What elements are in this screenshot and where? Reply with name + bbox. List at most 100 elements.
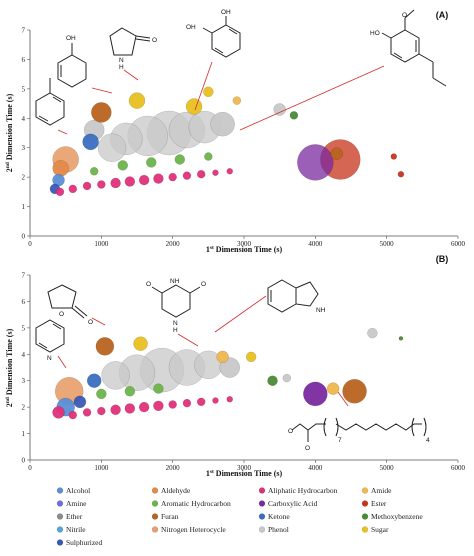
legend-label: Aromatic Hydrocarbon [161,499,231,508]
data-point [97,406,106,416]
data-point [267,375,278,386]
legend-label: Ether [66,512,83,521]
y-tick-label: 2 [22,174,26,182]
data-point [203,86,214,97]
legend-swatch [361,500,369,507]
pyrrolidone-o-label: O [152,37,157,44]
legend-item: Ester [361,499,387,508]
legend-label: Alcohol [66,486,90,495]
molecule-butyrolactone [47,284,88,319]
panel-b-x-ticks: 0 1000 2000 3000 4000 5000 6000 [28,460,466,472]
data-point [153,383,164,394]
guaiacol-o-label: O [402,12,407,19]
data-point [204,152,213,161]
triazine-h-label: H [173,327,178,334]
catechol-oh2-label: OH [186,24,196,31]
data-point [226,396,233,403]
legend-swatch [361,513,369,520]
legend-label: Aldehyde [161,486,191,495]
legend: Alcohol Aldehyde Aliphatic Hydrocarbon Amid… [56,486,423,547]
data-point [273,103,286,116]
x-tick-label: 2000 [166,464,181,472]
molecule-phenol [57,43,87,88]
y-tick-label: 4 [22,351,26,359]
molecule-pyridine [35,319,65,353]
data-point [245,351,257,363]
molecule-triazine [151,284,201,318]
legend-label: Nitrogen Heterocycle [161,525,226,534]
data-point [68,184,77,194]
x-tick-label: 2000 [166,240,181,248]
y-tick-label: 7 [22,272,26,280]
data-point [153,173,164,184]
triazine-o2-label: O [201,281,206,288]
data-point [110,404,121,415]
data-point [97,180,106,189]
data-point [117,160,128,171]
data-point [128,92,146,109]
panel-a-arrows [57,61,385,135]
legend-item: Methoxybenzene [361,512,423,521]
legend-label: Nitrile [66,525,86,534]
legend-item: Carboxylic Acid [258,499,318,508]
legend-item: Sulphurized [56,538,102,547]
data-point [97,133,127,162]
data-point [210,112,235,137]
data-point [197,170,206,179]
panel-a-ylabel: 2nd Dimension Time (s) [5,93,14,172]
panel-b-ylabel: 2nd Dimension Time (s) [5,328,14,407]
y-tick-label: 0 [22,457,26,465]
data-point [182,399,192,408]
legend-item: Ether [56,512,83,521]
panel-b: 0 1000 2000 3000 4000 5000 6000 0 1 2 3 4 5 6 7 (B) 1… [5,254,466,478]
triazine-nh1-label: NH [170,278,180,285]
legend-swatch [258,487,266,494]
y-tick-label: 1 [22,203,26,211]
legend-swatch [361,526,369,533]
legend-label: Ketone [268,512,290,521]
data-point [52,406,65,419]
legend-swatch [56,500,64,507]
triazine-nh2-label: N [173,320,178,327]
y-tick-label: 2 [22,404,26,412]
legend-label: Phenol [268,525,289,534]
y-tick-label: 6 [22,56,26,64]
triazine-o1-label: O [146,281,151,288]
pyrrolidone-h-label: H [119,64,124,71]
molecule-pyrrolidone [109,27,151,56]
panel-a-label: (A) [436,10,449,20]
panel-b-arrows [57,295,349,407]
data-point [124,386,136,397]
x-tick-label: 4000 [308,464,323,472]
panel-b-points [52,327,404,420]
molecule-toluene [35,78,65,126]
data-point [397,171,405,178]
y-tick-label: 5 [22,324,26,332]
x-tick-label: 6000 [451,464,466,472]
x-tick-label: 3000 [237,240,252,248]
x-tick-label: 4000 [308,240,323,248]
guaiacol-ho-label: HO [370,30,380,37]
ester-sub1-label: 7 [338,437,342,444]
legend-item: Amide [361,486,392,495]
data-point [91,102,112,123]
data-point [289,111,299,120]
y-tick-label: 6 [22,298,26,306]
y-tick-label: 5 [22,85,26,93]
panel-a-y-ticks: 0 1 2 3 4 5 6 7 [22,27,30,241]
data-point [367,327,378,339]
legend-swatch [151,526,159,533]
legend-swatch [258,526,266,533]
data-point [212,169,219,176]
data-point [101,361,130,390]
y-tick-label: 3 [22,144,26,152]
data-point [55,187,65,197]
data-point [232,96,242,105]
ester-sub2-label: 4 [426,437,430,444]
data-point [87,373,102,388]
data-point [398,336,404,341]
legend-item: Sugar [361,525,389,534]
legend-item: Phenol [258,525,289,534]
x-tick-label: 5000 [380,240,395,248]
molecule-indole [267,279,319,313]
